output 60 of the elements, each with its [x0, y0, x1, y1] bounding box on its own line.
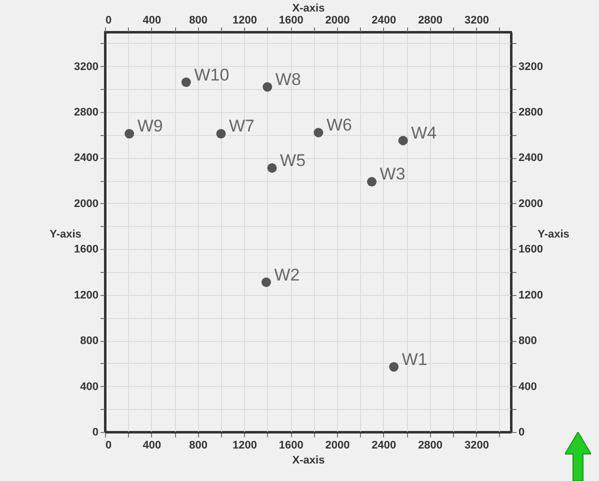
- x2-tick-label: 2800: [418, 440, 443, 452]
- y-axis-title: Y-axis: [50, 228, 82, 240]
- y-tick-label: 400: [80, 380, 98, 393]
- point: [267, 163, 277, 173]
- x2-tick-label: 0: [106, 440, 112, 452]
- annotation: W1: [402, 350, 428, 369]
- y-tick-label: 800: [80, 335, 98, 348]
- point: [389, 362, 399, 372]
- y-tick-label: 2400: [74, 152, 98, 164]
- annotation: W9: [137, 116, 163, 136]
- point: [124, 128, 134, 138]
- x2-tick-label: 3200: [464, 440, 489, 452]
- x-tick-label: 2400: [372, 14, 396, 26]
- y2-axis-title: Y-axis: [538, 228, 570, 240]
- y2-tick-label: 400: [518, 380, 537, 393]
- annotation: W2: [274, 265, 300, 284]
- annotation: W10: [194, 65, 230, 84]
- point: [181, 78, 191, 88]
- x2-axis-title: X-axis: [292, 2, 325, 14]
- x-tick-label: 1600: [278, 14, 304, 26]
- y-tick-label: 1200: [74, 289, 98, 302]
- x2-tick-label: 1200: [232, 440, 257, 452]
- annotation: W8: [275, 70, 301, 89]
- x2-tick-label: 1600: [278, 440, 304, 452]
- y2-tick-label: 1200: [518, 289, 543, 302]
- y2-tick-label: 3200: [518, 60, 543, 73]
- x-tick-label: 0: [106, 14, 112, 26]
- y2-tick-label: 800: [518, 335, 537, 348]
- annotation: W5: [280, 151, 306, 170]
- y2-tick-label: 2400: [518, 152, 543, 164]
- annotation: W7: [229, 116, 254, 136]
- y-tick-label: 2800: [74, 106, 98, 118]
- y2-tick-label: 1600: [518, 244, 543, 256]
- point: [367, 176, 377, 186]
- x2-tick-label: 800: [189, 440, 208, 452]
- y-tick-label: 1600: [74, 244, 98, 256]
- annotation: W4: [411, 124, 437, 143]
- point: [314, 128, 324, 138]
- y2-tick-label: 0: [518, 426, 525, 438]
- x-tick-label: 400: [142, 14, 162, 26]
- point: [261, 278, 271, 288]
- x-axis-title: X-axis: [292, 454, 325, 466]
- y2-tick-label: 2800: [518, 106, 543, 118]
- x2-tick-label: 2400: [372, 440, 396, 452]
- point: [262, 82, 272, 92]
- point: [398, 136, 408, 146]
- x-tick-label: 2800: [418, 14, 443, 26]
- annotation: W3: [380, 164, 406, 184]
- x-tick-label: 3200: [464, 14, 489, 26]
- point: [216, 128, 226, 138]
- x2-tick-label: 400: [142, 440, 162, 452]
- y-tick-label: 0: [92, 426, 98, 438]
- y-tick-label: 3200: [74, 60, 98, 73]
- y-tick-label: 2000: [74, 198, 98, 210]
- annotation: W6: [326, 116, 352, 135]
- x-tick-label: 800: [189, 14, 208, 26]
- x-tick-label: 2000: [325, 14, 350, 26]
- x-tick-label: 1200: [232, 14, 257, 26]
- y2-tick-label: 2000: [518, 198, 543, 210]
- x2-tick-label: 2000: [325, 440, 350, 452]
